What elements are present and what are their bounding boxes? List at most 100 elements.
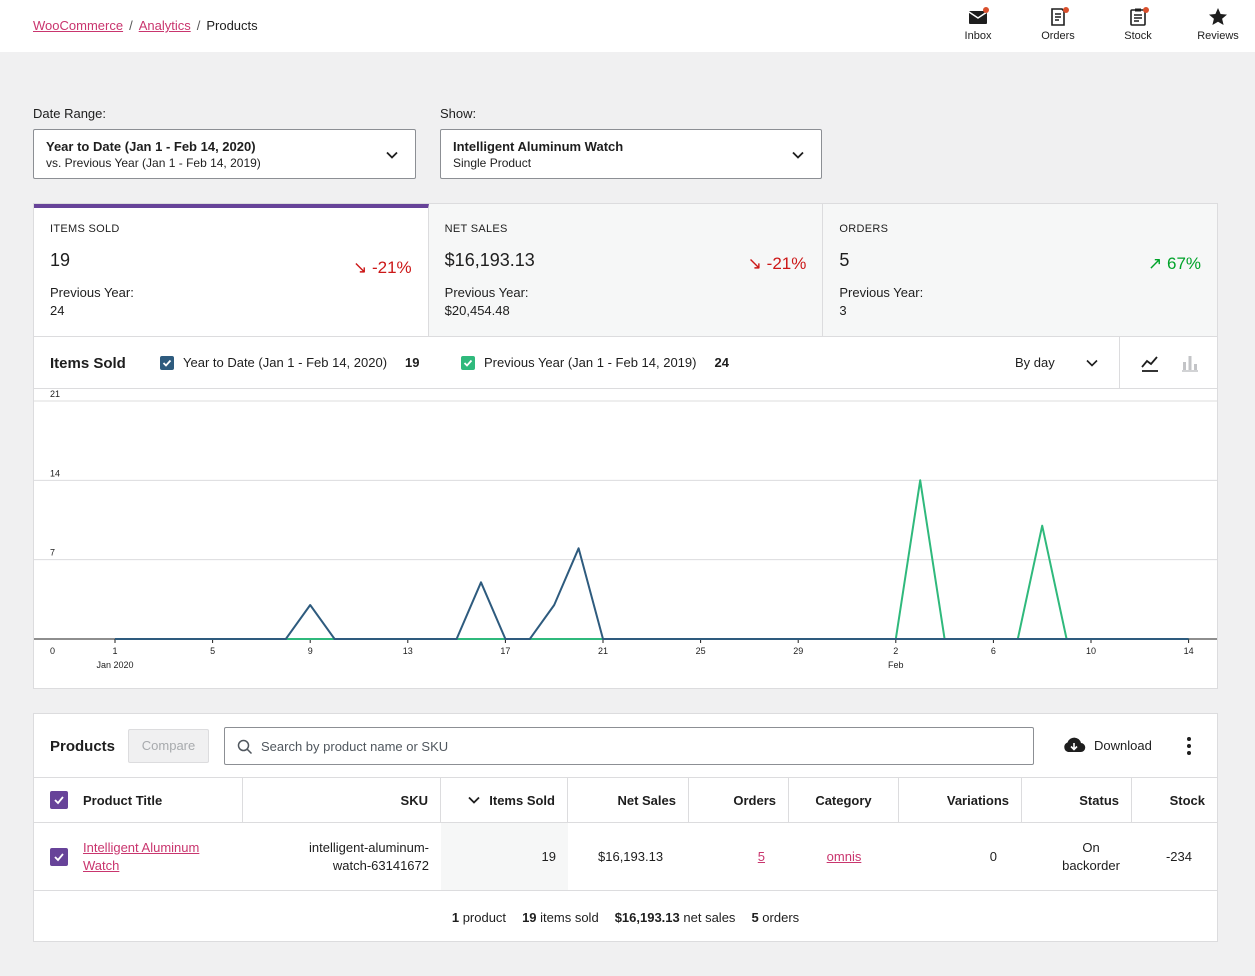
y-tick-label: 14 bbox=[50, 468, 60, 478]
activity-inbox-button[interactable]: Inbox bbox=[943, 6, 1013, 42]
column-net-sales[interactable]: Net Sales bbox=[568, 778, 689, 822]
show-label: Show: bbox=[440, 106, 477, 121]
activity-reviews-button[interactable]: Reviews bbox=[1183, 6, 1253, 42]
items-sold-value: 19 bbox=[541, 848, 556, 864]
orders-link[interactable]: 5 bbox=[757, 848, 765, 864]
x-tick-label: 2 bbox=[893, 646, 898, 656]
legend-total: 24 bbox=[714, 355, 729, 370]
row-checkbox[interactable] bbox=[50, 847, 68, 866]
chevron-down-icon bbox=[792, 151, 804, 159]
activity-label: Inbox bbox=[964, 30, 992, 42]
activity-orders-button[interactable]: Orders bbox=[1023, 6, 1093, 42]
breadcrumb-current: Products bbox=[206, 18, 258, 33]
arrow-down-right-icon: ↘ bbox=[747, 254, 762, 273]
legend-item-current[interactable]: Year to Date (Jan 1 - Feb 14, 2020) 19 bbox=[160, 355, 420, 370]
cell-category: omnis bbox=[789, 823, 899, 890]
summary-items-sold: 19 items sold bbox=[522, 909, 599, 925]
product-link[interactable]: Intelligent Aluminum Watch bbox=[83, 839, 200, 873]
x-tick-label: 6 bbox=[991, 646, 996, 656]
checkbox-checked-icon[interactable] bbox=[160, 355, 174, 370]
column-sku[interactable]: SKU bbox=[243, 778, 441, 822]
line-chart-icon[interactable] bbox=[1140, 353, 1160, 373]
status-value: On backorder bbox=[1062, 839, 1120, 873]
x-tick-label: 14 bbox=[1184, 646, 1194, 656]
arrow-up-right-icon: ↗ bbox=[1148, 254, 1163, 273]
summary-tiles: ITEMS SOLD 19 ↘ -21% Previous Year: 24 N… bbox=[33, 203, 1218, 337]
x-tick-label: 10 bbox=[1086, 646, 1096, 656]
select-all-checkbox[interactable] bbox=[50, 791, 68, 809]
chart-header: Items Sold Year to Date (Jan 1 - Feb 14,… bbox=[34, 337, 1217, 389]
legend-total: 19 bbox=[405, 355, 420, 370]
y-tick-label: 0 bbox=[50, 646, 55, 656]
orders-icon bbox=[1051, 8, 1065, 26]
chart-title: Items Sold bbox=[50, 355, 126, 372]
column-variations[interactable]: Variations bbox=[899, 778, 1022, 822]
cell-product-title: Intelligent Aluminum Watch bbox=[34, 823, 243, 890]
unread-dot bbox=[1143, 7, 1149, 13]
legend-label: Year to Date (Jan 1 - Feb 14, 2020) bbox=[183, 355, 388, 370]
breadcrumb-analytics[interactable]: Analytics bbox=[138, 18, 191, 33]
show-primary: Intelligent Aluminum Watch bbox=[453, 139, 624, 154]
cell-orders: 5 bbox=[689, 823, 789, 890]
download-button[interactable]: Download bbox=[1062, 736, 1152, 754]
column-label: Category bbox=[815, 792, 872, 808]
show-dropdown[interactable]: Intelligent Aluminum Watch Single Produc… bbox=[440, 129, 822, 179]
compare-button[interactable]: Compare bbox=[128, 729, 209, 763]
summary-delta: ↗ 67% bbox=[1148, 254, 1201, 274]
interval-select[interactable]: By day bbox=[1015, 355, 1098, 370]
stock-icon bbox=[1130, 8, 1146, 26]
column-product-title[interactable]: Product Title bbox=[34, 778, 243, 822]
summary-products: 1 product bbox=[451, 909, 507, 925]
summary-delta: ↘ -21% bbox=[353, 258, 412, 278]
products-table-panel: Products Compare Download Product Title … bbox=[33, 713, 1218, 942]
legend-item-previous[interactable]: Previous Year (Jan 1 - Feb 14, 2019) 24 bbox=[461, 355, 729, 370]
cell-variations: 0 bbox=[899, 823, 1022, 890]
sort-descending-icon bbox=[468, 796, 480, 804]
column-label: Net Sales bbox=[617, 792, 676, 808]
date-range-label: Date Range: bbox=[33, 106, 106, 121]
date-range-dropdown[interactable]: Year to Date (Jan 1 - Feb 14, 2020) vs. … bbox=[33, 129, 416, 179]
summary-orders: 5 orders bbox=[751, 909, 800, 925]
checkbox-checked-icon[interactable] bbox=[461, 355, 475, 370]
x-tick-label: 1 bbox=[112, 646, 117, 656]
y-tick-label: 7 bbox=[50, 548, 55, 558]
column-category[interactable]: Category bbox=[789, 778, 899, 822]
more-options-button[interactable] bbox=[1186, 736, 1192, 761]
breadcrumb-woocommerce[interactable]: WooCommerce bbox=[33, 18, 124, 33]
x-tick-sublabel: Jan 2020 bbox=[96, 660, 133, 670]
column-status[interactable]: Status bbox=[1022, 778, 1132, 822]
summary-prev-label: Previous Year: bbox=[839, 285, 924, 300]
table-row: Intelligent Aluminum Watch intelligent-a… bbox=[34, 823, 1217, 891]
x-tick-label: 25 bbox=[696, 646, 706, 656]
inbox-icon bbox=[968, 11, 988, 24]
x-tick-label: 9 bbox=[308, 646, 313, 656]
summary-label: ORDERS bbox=[839, 223, 889, 235]
chart-panel: Items Sold Year to Date (Jan 1 - Feb 14,… bbox=[33, 336, 1218, 689]
column-stock[interactable]: Stock bbox=[1132, 778, 1217, 822]
activity-stock-button[interactable]: Stock bbox=[1103, 6, 1173, 42]
column-items-sold[interactable]: Items Sold bbox=[441, 778, 568, 822]
breadcrumb: WooCommerce / Analytics / Products bbox=[33, 18, 258, 33]
x-tick-label: 5 bbox=[210, 646, 215, 656]
summary-net-sales: $16,193.13 net sales bbox=[614, 909, 736, 925]
summary-net-sales[interactable]: NET SALES $16,193.13 ↘ -21% Previous Yea… bbox=[429, 204, 824, 336]
bar-chart-icon[interactable] bbox=[1180, 353, 1200, 373]
stock-value: -234 bbox=[1165, 848, 1192, 864]
series-line bbox=[115, 547, 1189, 640]
line-chart: 0 7 14 21 1 Jan 2020 5 9 13 17 21 25 29 2 Feb 6 10 14 bbox=[34, 389, 1217, 670]
x-tick-label: 17 bbox=[500, 646, 510, 656]
column-label: SKU bbox=[400, 792, 428, 808]
column-label: Stock bbox=[1169, 792, 1205, 808]
x-tick-label: 13 bbox=[403, 646, 413, 656]
date-range-primary: Year to Date (Jan 1 - Feb 14, 2020) bbox=[46, 139, 256, 154]
sku-value: intelligent-aluminum-watch-63141672 bbox=[309, 839, 429, 873]
column-label: Product Title bbox=[83, 792, 163, 808]
category-link[interactable]: omnis bbox=[826, 848, 862, 864]
activity-label: Orders bbox=[1041, 30, 1075, 42]
summary-label: NET SALES bbox=[444, 223, 508, 235]
search-input[interactable] bbox=[261, 736, 1001, 756]
summary-items-sold[interactable]: ITEMS SOLD 19 ↘ -21% Previous Year: 24 bbox=[34, 204, 429, 336]
column-orders[interactable]: Orders bbox=[689, 778, 789, 822]
summary-orders[interactable]: ORDERS 5 ↗ 67% Previous Year: 3 bbox=[823, 204, 1217, 336]
chevron-down-icon bbox=[386, 151, 398, 159]
